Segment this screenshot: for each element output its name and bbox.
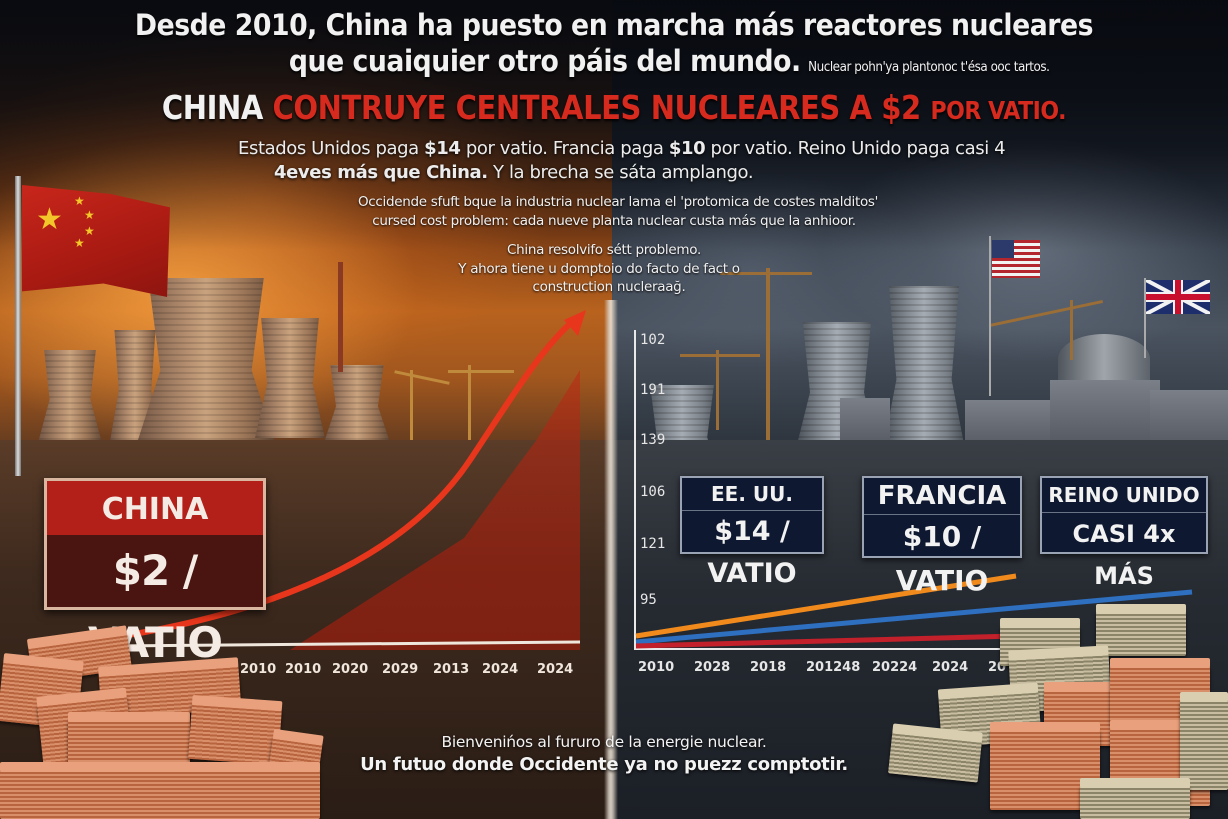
x-tick: 2028 [694,660,731,675]
crane [1070,300,1073,360]
usa-cost-box: EE. UU. $14 / VATIO [680,476,824,589]
france-label: FRANCIA [864,478,1020,515]
note-line-4: Y ahora tiene u domptoio do facto de fac… [458,261,740,277]
headline-line-2-text: que cuaiquier otro páis del mundo. [288,44,801,78]
x-tick: 2024 [482,662,519,677]
x-tick: 2018 [750,660,787,675]
flag-pole [15,176,21,476]
torn-paper-divider [604,300,618,819]
crane-arm [448,370,514,373]
cooling-tower [881,286,967,456]
x-tick: 2024 [537,662,574,677]
x-tick: 201248 [806,660,861,675]
main-title-red: CONTRUYE CENTRALES NUCLEARES A $2 [272,88,922,127]
sub-text: Estados Unidos paga [238,138,425,159]
uk-label: REINO UNIDO [1042,478,1206,513]
sub-usa-price: $14 [424,138,461,159]
main-title-china: CHINA [161,88,263,127]
cooling-tower [38,350,102,440]
crane-arm [720,272,812,275]
usa-label: EE. UU. [682,478,822,511]
china-price-sign: CHINA $2 / VATIO [44,478,266,667]
y-tick: 139 [640,432,666,448]
footer-line-2: Un futuo donde Occidente ya no puezz com… [360,754,848,775]
cash-stack [1180,692,1228,790]
note-line-5: construction nucleraağ. [532,279,686,295]
y-tick: 102 [640,332,666,348]
crane [716,350,719,430]
sub-text: por vatio. Reino Unido paga casi 4 [705,138,1006,159]
cash-stack [1080,778,1190,819]
china-sign-country: CHINA [47,481,263,535]
usa-value: $14 / VATIO [707,516,797,589]
china-sign-price: $2 / VATIO [47,535,263,667]
y-tick: 106 [640,484,666,500]
cooling-tower [255,318,325,438]
west-cost-chart: 102 191 139 106 121 95 2010 2028 2018 20… [632,330,1228,675]
x-tick: 2024 [932,660,969,675]
y-tick: 121 [640,536,666,552]
x-tick: 2013 [433,662,470,677]
x-tick: 2010 [638,660,675,675]
main-title-red-small: POR VATIO. [930,96,1067,125]
top-shade [0,0,1228,250]
france-value: $10 / VATIO [895,520,989,597]
headline-line-2-small: Nuclear pohn'ya plantonoc t'ésa ooc tart… [808,60,1050,75]
subheadline-line-2: 4eves más que China. Y la brecha se sáta… [274,162,754,183]
sub-france-price: $10 [668,138,706,159]
crane [766,268,770,458]
x-tick: 20224 [872,660,918,675]
x-tick: 2020 [332,662,369,677]
cash-stack [0,762,320,819]
uk-value: CASI 4x MÁS [1072,520,1176,590]
usa-flag-icon [992,240,1040,278]
x-tick: 2010 [240,662,277,677]
y-tick: 191 [640,382,666,398]
y-axis [634,330,636,648]
note-line-1: Occidende sfuft bque la industria nuclea… [357,194,879,210]
sub-text: por vatio. Francia paga [460,138,669,159]
headline-line-2: que cuaiquier otro páis del mundo. Nuclea… [49,44,1179,78]
flag-pole [989,236,991,396]
note-line-3: China resolvifo sétt problemo. [507,242,701,258]
cost-lines [635,573,1193,649]
sub-emphasis: 4eves más que China. [274,162,488,183]
cash-stack [1096,604,1186,656]
y-tick: 95 [640,592,657,608]
x-tick: 2010 [285,662,322,677]
crane [410,370,413,440]
main-title: CHINA CONTRUYE CENTRALES NUCLEARES A $2 … [74,88,1155,127]
reactor-dome [1058,334,1150,384]
flag-pole [1144,278,1146,358]
china-flag-icon: ★ ★ ★ ★ ★ [22,185,170,297]
headline-line-1: Desde 2010, China ha puesto en marcha má… [134,8,1094,42]
footer-line-1: Bienvenińos al fururo de la energie nucl… [441,733,767,751]
china-growth-chart [90,310,590,650]
x-axis [634,648,1134,650]
subheadline-line-1: Estados Unidos paga $14 por vatio. Franc… [238,138,1006,159]
drill-tower [338,262,343,372]
uk-cost-box: REINO UNIDO CASI 4x MÁS [1040,476,1208,590]
sub-text: Y la brecha se sáta amplango. [487,162,754,183]
reactor-building [324,365,390,440]
crane-arm [680,354,760,357]
uk-flag-icon [1146,280,1210,314]
crane [468,365,471,445]
france-cost-box: FRANCIA $10 / VATIO [862,476,1022,597]
note-line-2: cursed cost problem: cada nueve planta n… [372,213,856,229]
x-tick: 2029 [382,662,419,677]
cooling-tower [136,278,276,446]
